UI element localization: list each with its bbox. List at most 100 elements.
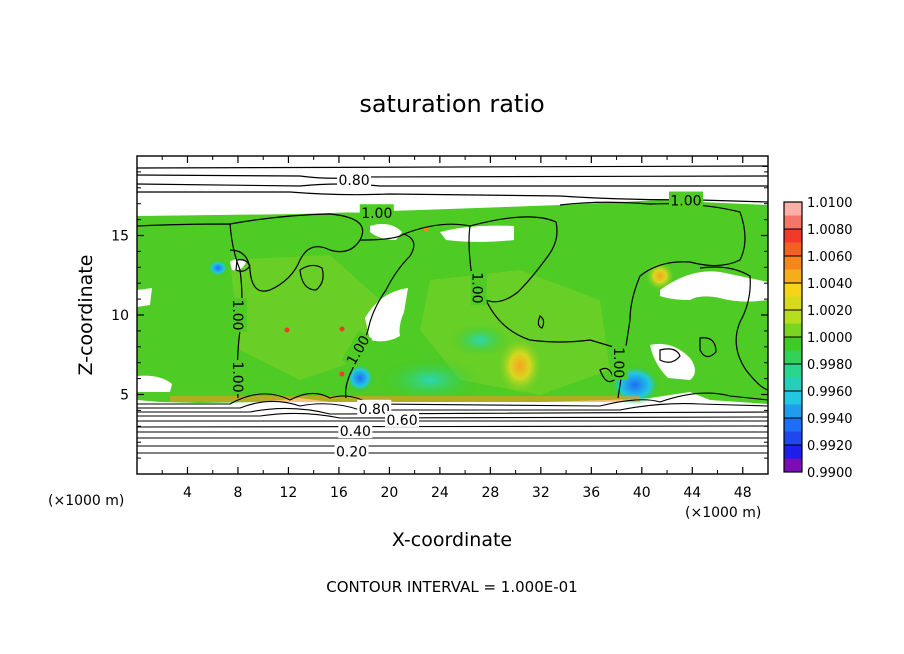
contour-label-text: 1.00 <box>469 272 485 303</box>
contour-label-mask <box>357 399 392 416</box>
y-tick-label: 15 <box>111 229 129 245</box>
contour-label-mask <box>230 360 247 395</box>
x-tick-label: 20 <box>380 485 398 501</box>
contour-label: 1.00 <box>229 298 247 332</box>
colorbar-swatch <box>784 283 802 297</box>
colorbar-label: 1.0060 <box>807 250 853 265</box>
colorbar-swatch <box>784 431 802 445</box>
field-gap <box>137 375 172 392</box>
contour-lines-lower <box>137 392 768 454</box>
field-blue-area <box>208 260 228 276</box>
contour-label: 0.60 <box>385 410 420 429</box>
contour-label: 0.40 <box>338 422 373 440</box>
field-hotspot <box>646 262 674 290</box>
colorbar-label: 1.0080 <box>807 223 853 238</box>
colorbar-label: 0.9940 <box>807 412 853 427</box>
colorbar-swatch <box>784 229 802 243</box>
field-light-region <box>230 255 380 380</box>
colorbar-swatch <box>784 458 802 472</box>
contour-label-mask <box>385 410 420 427</box>
contour-label-mask <box>359 204 394 221</box>
colorbar-label: 1.0020 <box>807 304 853 319</box>
contour-label-mask <box>337 170 372 187</box>
field-gap <box>370 224 402 240</box>
plot-area: 0.801.001.001.001.001.001.001.000.800.60… <box>137 156 768 474</box>
colorbar-swatch <box>784 202 802 216</box>
field-cyan-area <box>380 358 480 402</box>
field-cyan-area <box>450 324 510 356</box>
contour-label-text: 1.00 <box>229 361 245 392</box>
field-gap <box>660 271 768 302</box>
colorbar: 1.0100 1.0080 1.0060 1.0040 1.0020 1.0000 0.99… <box>783 196 853 481</box>
contour-label-mask <box>668 191 703 208</box>
colorbar-swatch <box>784 269 802 283</box>
x-tick-label: 12 <box>280 485 298 501</box>
field-red-dot <box>284 327 290 333</box>
colorbar-swatch <box>784 377 802 391</box>
colorbar-swatch <box>784 350 802 364</box>
contour-label: 1.00 <box>229 360 247 395</box>
field-warm-band <box>170 396 640 402</box>
colorbar-label: 0.9900 <box>807 466 853 481</box>
x-tick-label: 28 <box>481 485 499 501</box>
contour-label: 0.80 <box>337 170 372 189</box>
contour-label-text: 0.80 <box>338 173 369 189</box>
field-hotspot <box>498 338 542 394</box>
contour-label-text: 0.60 <box>386 413 417 429</box>
field-gap <box>440 225 514 242</box>
field-red-dot <box>339 326 345 332</box>
contour-label-group: 0.801.001.001.001.001.001.001.000.800.60… <box>229 170 703 461</box>
colorbar-swatch <box>784 242 802 256</box>
x-tick-label: 32 <box>532 485 550 501</box>
colorbar-label: 1.0100 <box>807 196 853 211</box>
colorbar-swatch <box>784 256 802 270</box>
colorbar-swatch <box>784 337 802 351</box>
y-tick-label: 10 <box>111 308 129 324</box>
x-tick-label: 44 <box>683 485 701 501</box>
contour-label-text: 1.00 <box>670 194 701 210</box>
contour-label-text: 0.20 <box>336 445 367 461</box>
contour-label-mask <box>334 442 369 459</box>
y-axis-label: Z-coordinate <box>75 255 97 376</box>
y-tick-label: 5 <box>120 388 129 404</box>
field-red-dot <box>339 371 345 377</box>
colorbar-swatch <box>784 215 802 229</box>
contour-label-text: 0.40 <box>340 424 371 440</box>
colorbar-swatch <box>784 364 802 378</box>
x-tick-label: 40 <box>633 485 651 501</box>
contour-label-mask <box>612 345 629 380</box>
contour-label-mask <box>470 270 487 305</box>
x-axis-label: X-coordinate <box>392 529 512 551</box>
contour-label-text: 0.80 <box>359 402 390 418</box>
colorbar-swatch <box>784 391 802 405</box>
x-tick-label: 24 <box>431 485 449 501</box>
colorbar-label: 0.9980 <box>807 358 853 373</box>
contour-label: 1.00 <box>610 345 629 380</box>
colorbar-swatch <box>784 296 802 310</box>
colorbar-label: 0.9920 <box>807 439 853 454</box>
contour-label: 0.80 <box>357 399 392 418</box>
x-tick-label: 36 <box>582 485 600 501</box>
colorbar-swatch <box>784 323 802 337</box>
field-blue-area <box>346 364 374 392</box>
x-unit-note-right: (×1000 m) <box>685 505 761 521</box>
contour-label: 1.00 <box>469 270 487 305</box>
contour-label-mask <box>341 330 373 369</box>
contour-label-text: 1.00 <box>610 347 626 378</box>
contour-label: 1.00 <box>668 191 703 210</box>
contour-interval-note: CONTOUR INTERVAL = 1.000E-01 <box>326 578 577 596</box>
contour-label-mask <box>230 298 247 332</box>
contour-label-text: 1.00 <box>229 299 245 330</box>
contour-label: 0.20 <box>334 442 369 461</box>
colorbar-swatch <box>784 310 802 324</box>
colorbar-label: 1.0000 <box>807 331 853 346</box>
colorbar-swatch <box>784 445 802 459</box>
colorbar-swatch <box>784 404 802 418</box>
x-tick-label: 16 <box>330 485 348 501</box>
field-gap <box>137 288 152 307</box>
field-gap <box>365 288 408 342</box>
x-tick-label: 48 <box>734 485 752 501</box>
x-tick-label: 4 <box>183 485 192 501</box>
x-unit-note: (×1000 m) <box>48 493 124 509</box>
